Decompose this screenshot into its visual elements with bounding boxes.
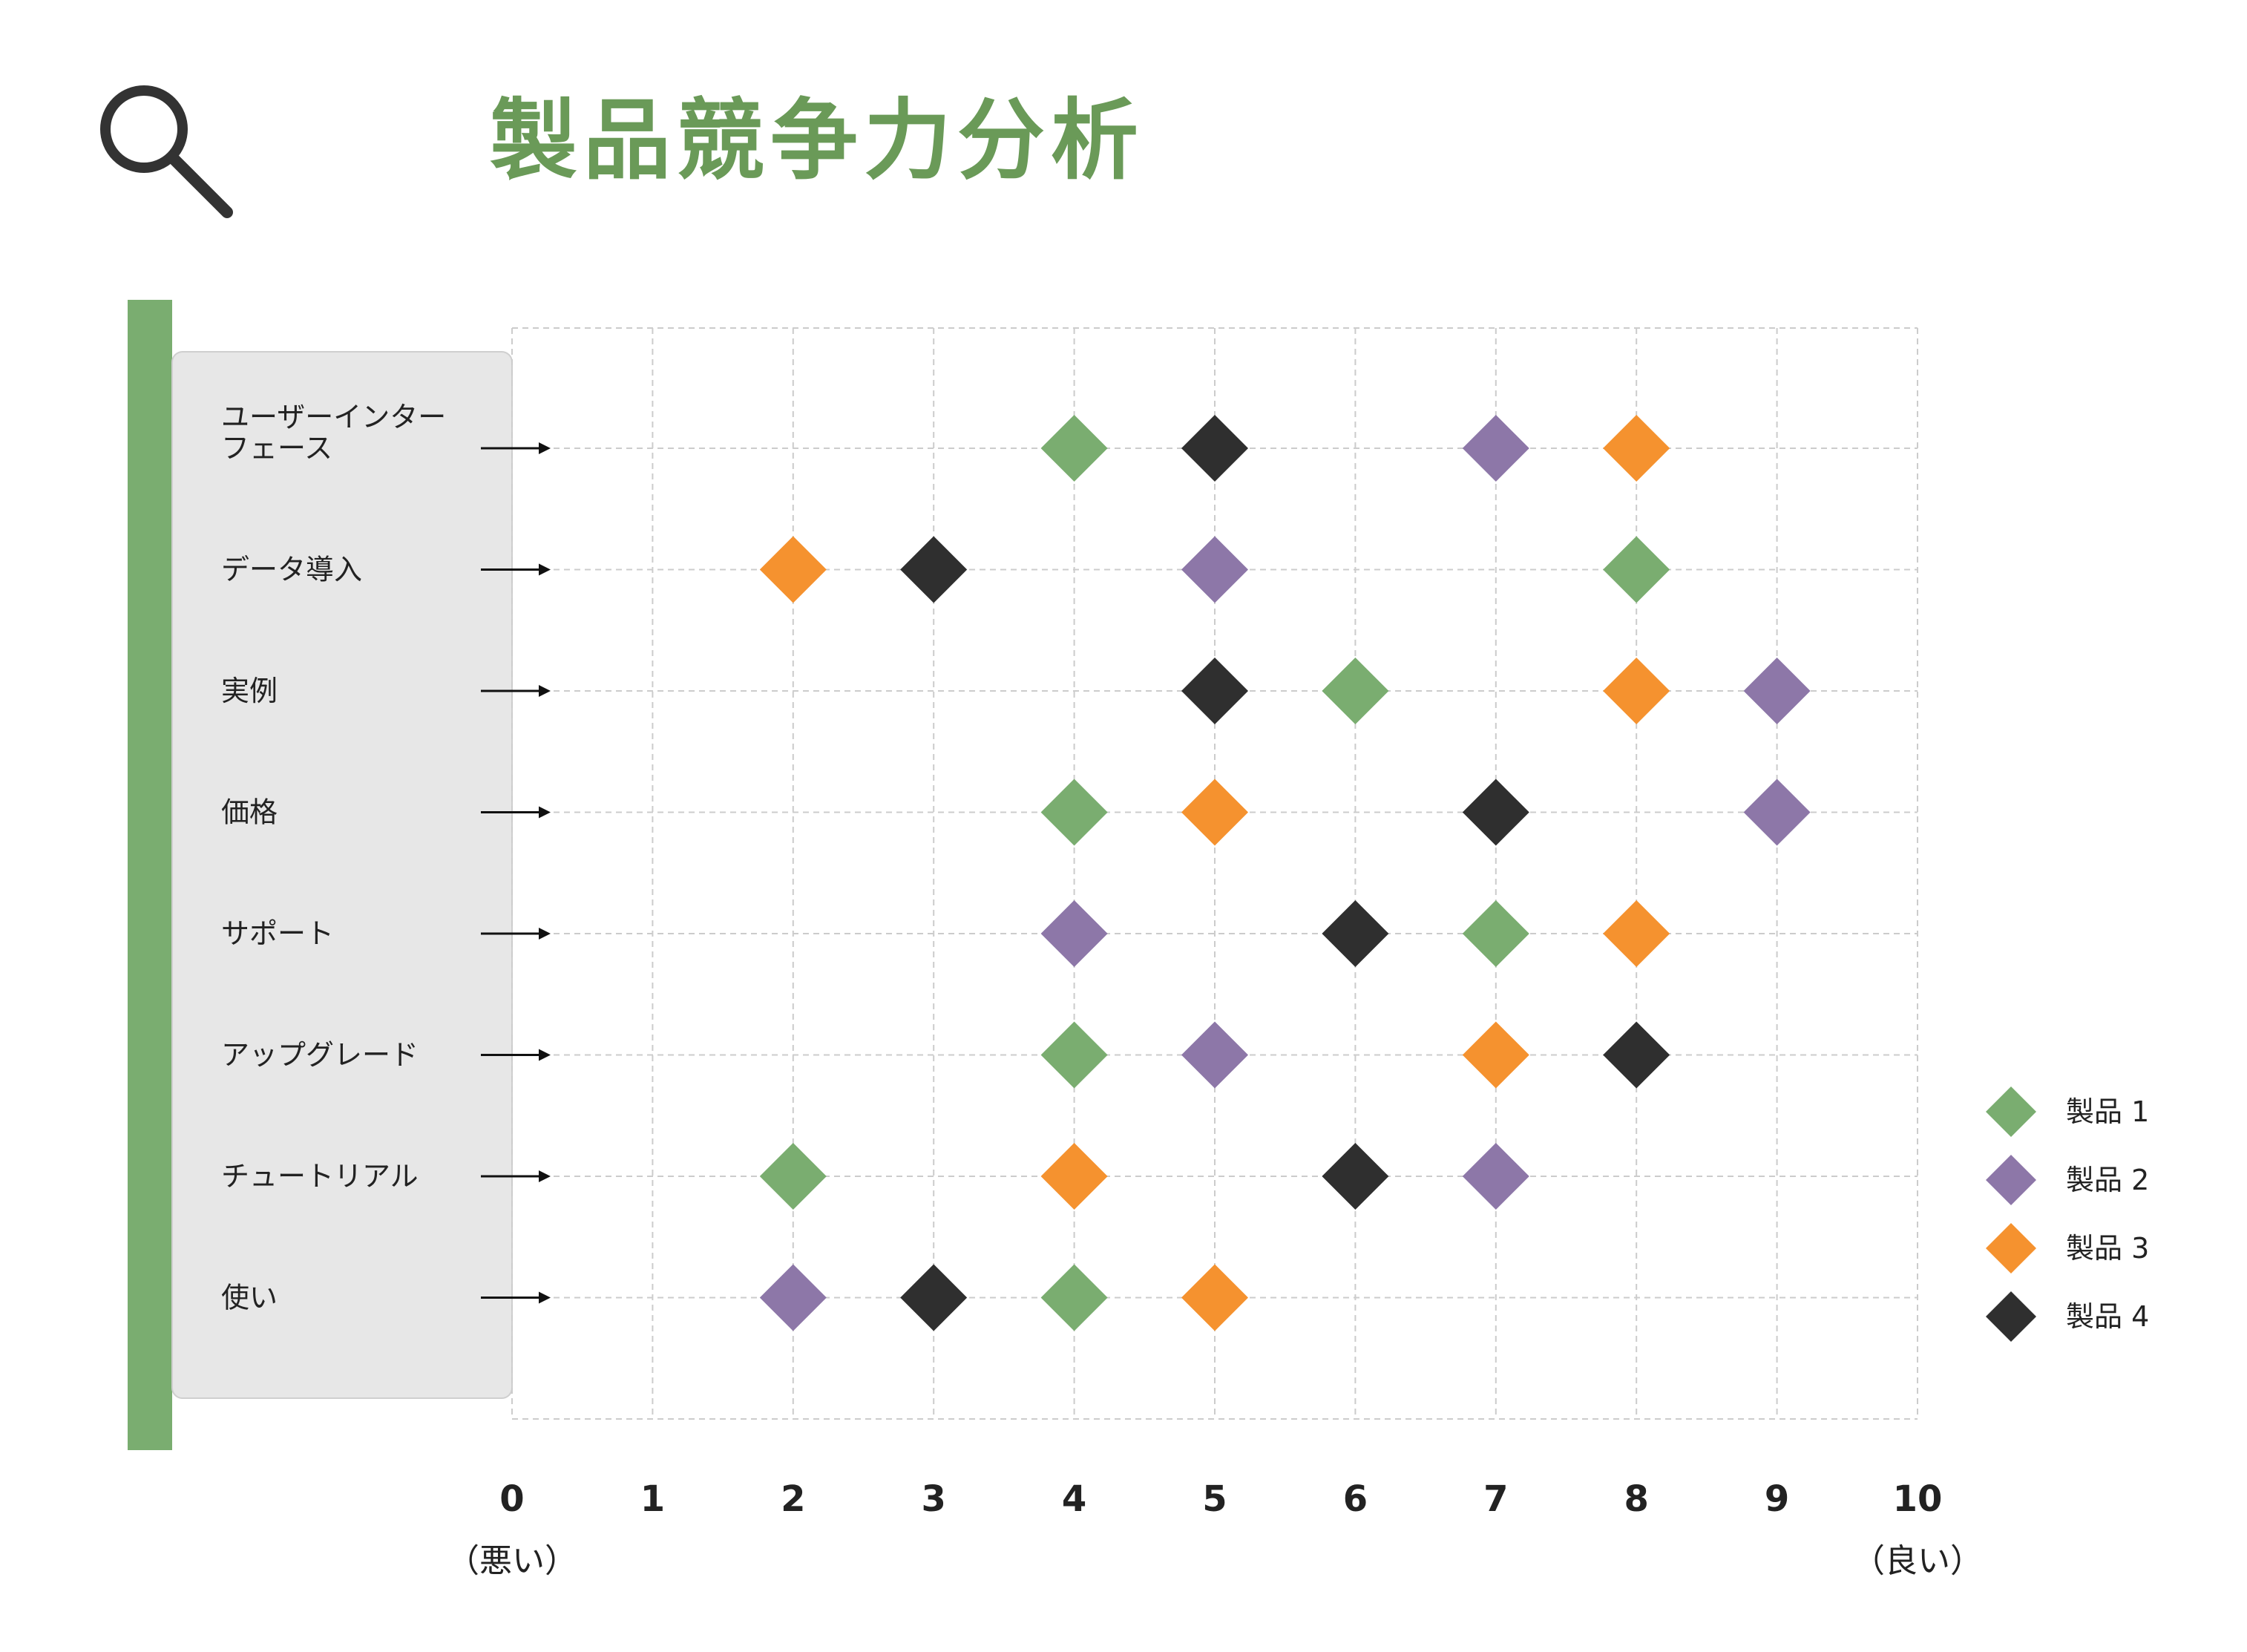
x-tick-label: 1 [640, 1478, 665, 1520]
data-point [1040, 1143, 1108, 1210]
data-point [900, 1264, 968, 1331]
legend-marker [1986, 1223, 2036, 1274]
data-point [1322, 900, 1389, 967]
data-point [1181, 415, 1248, 482]
data-point [1040, 415, 1108, 482]
category-label: サポート [221, 917, 334, 950]
data-point [1743, 658, 1811, 724]
x-tick-label: 9 [1765, 1478, 1789, 1520]
legend-marker [1986, 1086, 2036, 1137]
legend-label: 製品 4 [2066, 1300, 2149, 1333]
legend-marker [1986, 1155, 2036, 1205]
data-point [1040, 779, 1108, 846]
data-point [1462, 900, 1529, 967]
data-point [759, 1264, 827, 1331]
category-label: アップグレード [221, 1039, 419, 1072]
category-label: データ導入 [221, 554, 362, 586]
legend-label: 製品 2 [2066, 1164, 2149, 1196]
category-label: 使い [221, 1282, 278, 1314]
legend-marker [1986, 1291, 2036, 1342]
row-arrow-head [539, 1291, 551, 1304]
data-point [1603, 1021, 1670, 1089]
data-point [1040, 1021, 1108, 1089]
row-arrow-head [539, 685, 551, 697]
search-icon [100, 85, 233, 218]
x-axis-low-label: （悪い） [447, 1542, 577, 1580]
data-point [1040, 900, 1108, 967]
data-point [1603, 658, 1670, 724]
data-point [1462, 779, 1529, 846]
row-arrow-head [539, 806, 551, 819]
data-point [1181, 779, 1248, 846]
grid [511, 327, 1918, 1420]
data-point [1462, 1143, 1529, 1210]
data-point [1603, 536, 1670, 603]
data-points [759, 415, 1811, 1331]
data-point [1181, 658, 1248, 724]
data-point [1462, 415, 1529, 482]
x-tick-label: 3 [921, 1478, 945, 1520]
x-tick-label: 6 [1343, 1478, 1368, 1520]
category-label: 価格 [221, 796, 278, 829]
x-tick-label: 2 [781, 1478, 805, 1520]
row-arrow-head [539, 928, 551, 940]
row-arrows [481, 442, 551, 1304]
x-tick-label: 8 [1624, 1478, 1648, 1520]
x-axis-high-label: （良い） [1852, 1542, 1983, 1580]
row-arrow-head [539, 1170, 551, 1182]
side-bar [128, 300, 172, 1450]
data-point [900, 536, 968, 603]
category-label: チュートリアル [221, 1160, 419, 1193]
x-tick-label: 7 [1483, 1478, 1508, 1520]
x-axis-ticks: 0 1 2 3 4 5 6 7 8 9 10 [499, 1478, 1942, 1520]
legend-label: 製品 1 [2066, 1095, 2149, 1128]
x-tick-label: 4 [1062, 1478, 1086, 1520]
category-label: ユーザーインター [221, 401, 446, 433]
x-tick-label: 10 [1893, 1478, 1943, 1520]
data-point [1462, 1021, 1529, 1089]
data-point [1322, 1143, 1389, 1210]
data-point [1743, 779, 1811, 846]
data-point [1181, 1021, 1248, 1089]
x-tick-label: 5 [1202, 1478, 1227, 1520]
data-point [1181, 1264, 1248, 1331]
category-labels: ユーザーインターフェースデータ導入実例価格サポートアップグレードチュートリアル使… [221, 401, 446, 1314]
row-arrow-head [539, 563, 551, 576]
category-label: フェース [221, 432, 332, 465]
row-arrow-head [539, 442, 551, 454]
data-point [759, 1143, 827, 1210]
legend-label: 製品 3 [2066, 1232, 2149, 1265]
data-point [1603, 415, 1670, 482]
category-label: 実例 [221, 675, 278, 707]
data-point [1181, 536, 1248, 603]
row-arrow-head [539, 1049, 551, 1061]
data-point [1040, 1264, 1108, 1331]
x-tick-label: 0 [499, 1478, 524, 1520]
legend: 製品 1 製品 2 製品 3 製品 4 [1986, 1086, 2149, 1342]
data-point [1322, 658, 1389, 724]
data-point [759, 536, 827, 603]
data-point [1603, 900, 1670, 967]
category-label-panel [171, 351, 513, 1399]
page-title: 製品競争力分析 [490, 89, 1145, 191]
